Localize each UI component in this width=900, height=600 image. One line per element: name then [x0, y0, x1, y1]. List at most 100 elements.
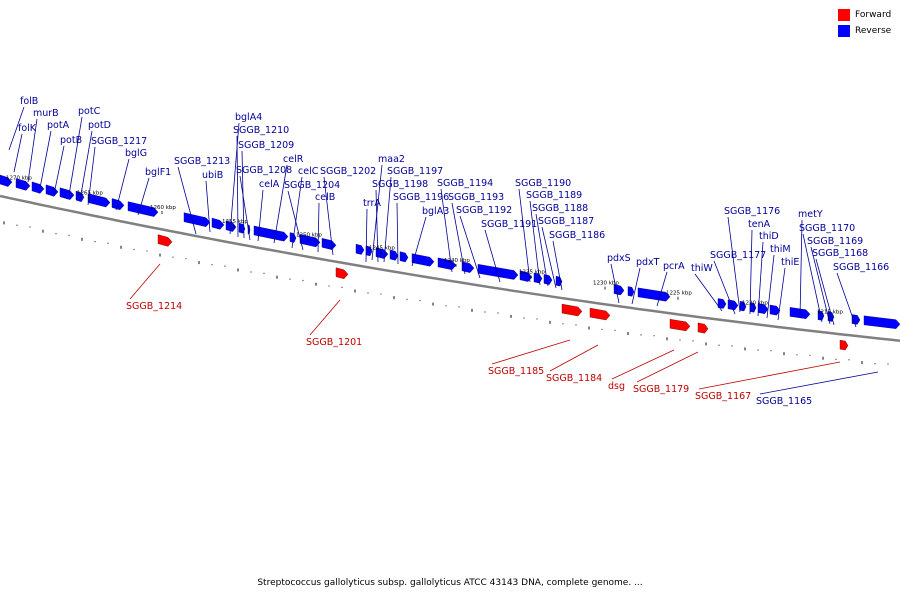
reverse-gene-leader-sggb-1176 [727, 216, 741, 313]
reverse-gene-leader-sggb-1191 [484, 229, 501, 283]
forward-gene-leader-sggb-1179 [636, 351, 699, 383]
reverse-gene-label-trra: trrA [363, 198, 381, 209]
reverse-gene-block [75, 190, 85, 202]
reverse-gene-block [0, 174, 13, 187]
reverse-gene-label-sggb-1187: SGGB_1187 [538, 216, 594, 227]
reverse-gene-label-bgla3: bglA3 [422, 206, 449, 217]
forward-gene-leader-sggb-1214 [129, 263, 161, 300]
reverse-gene-label-sggb-1191: SGGB_1191 [481, 219, 537, 230]
reverse-gene-leader-bgla3 [411, 216, 427, 267]
reverse-gene-label-sggb-1169: SGGB_1169 [807, 236, 863, 247]
reverse-gene-leader-potb [53, 145, 65, 195]
reverse-legend-swatch [838, 25, 850, 37]
reverse-gene-leader-sggb-1168 [815, 258, 835, 326]
forward-gene-block [589, 307, 611, 321]
reverse-gene-block [461, 261, 475, 273]
reverse-gene-block [389, 249, 399, 261]
reverse-gene-label-celb: celB [315, 192, 335, 203]
reverse-gene-label-sggb-1198: SGGB_1198 [372, 179, 428, 190]
figure-caption: Streptococcus gallolyticus subsp. gallol… [257, 578, 643, 588]
reverse-gene-leader-sggb-1177 [713, 260, 736, 315]
reverse-gene-leader-potc [68, 116, 83, 196]
forward-gene-label-sggb-1184: SGGB_1184 [546, 373, 602, 384]
reverse-gene-label-pdxs: pdxS [607, 253, 631, 264]
forward-gene-label-dsg: dsg [608, 381, 625, 392]
reverse-gene-block [411, 253, 435, 267]
reverse-gene-leader-trra [365, 208, 368, 263]
reverse-gene-leader-sggb-1189 [529, 200, 541, 286]
reverse-gene-label-sggb-1213: SGGB_1213 [174, 156, 230, 167]
reverse-gene-leader-cela [257, 189, 264, 242]
reverse-gene-label-tena: tenA [748, 219, 771, 230]
reverse-gene-label-thie: thiE [781, 257, 799, 268]
forward-legend-swatch [838, 9, 850, 21]
reverse-gene-label-sggb-1194: SGGB_1194 [437, 178, 493, 189]
kbp-label-1230-kbp: 1230 kbp [593, 281, 619, 287]
reverse-gene-leader-pcra [656, 271, 668, 307]
reverse-gene-block [769, 304, 781, 316]
forward-gene-block [669, 318, 691, 332]
forward-gene-label-sggb-1167: SGGB_1167 [695, 391, 751, 402]
reverse-gene-label-cela: celA [259, 179, 280, 190]
reverse-gene-label-celc: celC [298, 166, 319, 177]
reverse-gene-leader-sggb-1202 [323, 176, 334, 256]
reverse-gene-label-sggb-1209: SGGB_1209 [238, 140, 294, 151]
reverse-gene-label-sggb-1210: SGGB_1210 [233, 125, 289, 136]
reverse-gene-label-sggb-1196: SGGB_1196 [393, 192, 449, 203]
reverse-gene-leader-sggb-1192 [459, 215, 481, 279]
reverse-gene-leader-sggb-1213 [177, 166, 197, 235]
reverse-gene-label-sggb-1168: SGGB_1168 [812, 248, 868, 259]
reverse-gene-block [211, 217, 225, 230]
reverse-gene-leader-pdxt [631, 267, 641, 305]
reverse-gene-leader-sggb-1166 [836, 272, 857, 328]
reverse-gene-leader-sggb-1210 [236, 135, 239, 238]
reverse-gene-leader-sggb-1217 [87, 146, 96, 206]
label-leader-lines [8, 106, 879, 395]
reverse-gene-label-sggb-1170: SGGB_1170 [799, 223, 855, 234]
reverse-gene-label-bglf1: bglF1 [145, 167, 171, 178]
forward-gene-block [561, 303, 583, 317]
reverse-gene-leader-thim [766, 254, 775, 319]
reverse-gene-leader-sggb-1165 [759, 371, 879, 395]
reverse-gene-label-pdxt: pdxT [636, 257, 660, 268]
reverse-gene-block [183, 212, 211, 227]
forward-gene-block [697, 322, 709, 334]
reverse-gene-leader-sggb-1188 [535, 213, 549, 287]
kbp-label-1220-kbp: 1220 kbp [742, 301, 768, 307]
reverse-gene-label-ubib: ubiB [202, 170, 223, 181]
kbp-label-1245-kbp: 1245 kbp [369, 245, 395, 251]
reverse-gene-leader-pota [39, 130, 52, 189]
reverse-gene-leader-potd [79, 130, 93, 201]
reverse-gene-block [87, 193, 111, 208]
reverse-gene-leader-sggb-1169 [810, 246, 831, 325]
reverse-gene-leader-thid [757, 241, 764, 317]
reverse-gene-label-potb: potB [60, 135, 82, 146]
reverse-gene-label-sggb-1166: SGGB_1166 [833, 262, 889, 273]
reverse-gene-label-sggb-1192: SGGB_1192 [456, 205, 512, 216]
reverse-gene-block [863, 315, 900, 329]
reverse-gene-leader-bglg [115, 158, 130, 211]
reverse-gene-label-bgla4: bglA4 [235, 112, 262, 123]
reverse-gene-leader-murb [27, 118, 38, 183]
reverse-gene-block [253, 225, 289, 242]
reverse-gene-label-bglg: bglG [125, 148, 147, 159]
reverse-gene-leader-sggb-1190 [518, 188, 531, 283]
forward-gene-label-sggb-1185: SGGB_1185 [488, 366, 544, 377]
forward-gene-block [157, 234, 173, 247]
reverse-gene-leader-bglf1 [137, 177, 150, 216]
reverse-gene-block [355, 243, 365, 255]
reverse-gene-leader-sggb-1208 [239, 175, 251, 241]
reverse-gene-leader-celc [291, 176, 303, 249]
reverse-gene-block [59, 187, 75, 200]
reverse-gene-label-pcra: pcrA [663, 261, 685, 272]
reverse-gene-leader-celr [273, 164, 288, 244]
kbp-label-1255-kbp: 1255 kbp [222, 219, 248, 225]
reverse-gene-label-sggb-1217: SGGB_1217 [91, 136, 147, 147]
reverse-gene-leader-sggb-1186 [552, 240, 563, 291]
forward-gene-leader-sggb-1184 [549, 344, 599, 372]
forward-gene-leader-dsg [611, 349, 675, 380]
kbp-label-1265-kbp: 1265 kbp [77, 190, 103, 196]
reverse-gene-block [477, 264, 519, 280]
forward-gene-block [839, 339, 849, 351]
reverse-gene-leader-sggb-1170 [802, 233, 823, 323]
